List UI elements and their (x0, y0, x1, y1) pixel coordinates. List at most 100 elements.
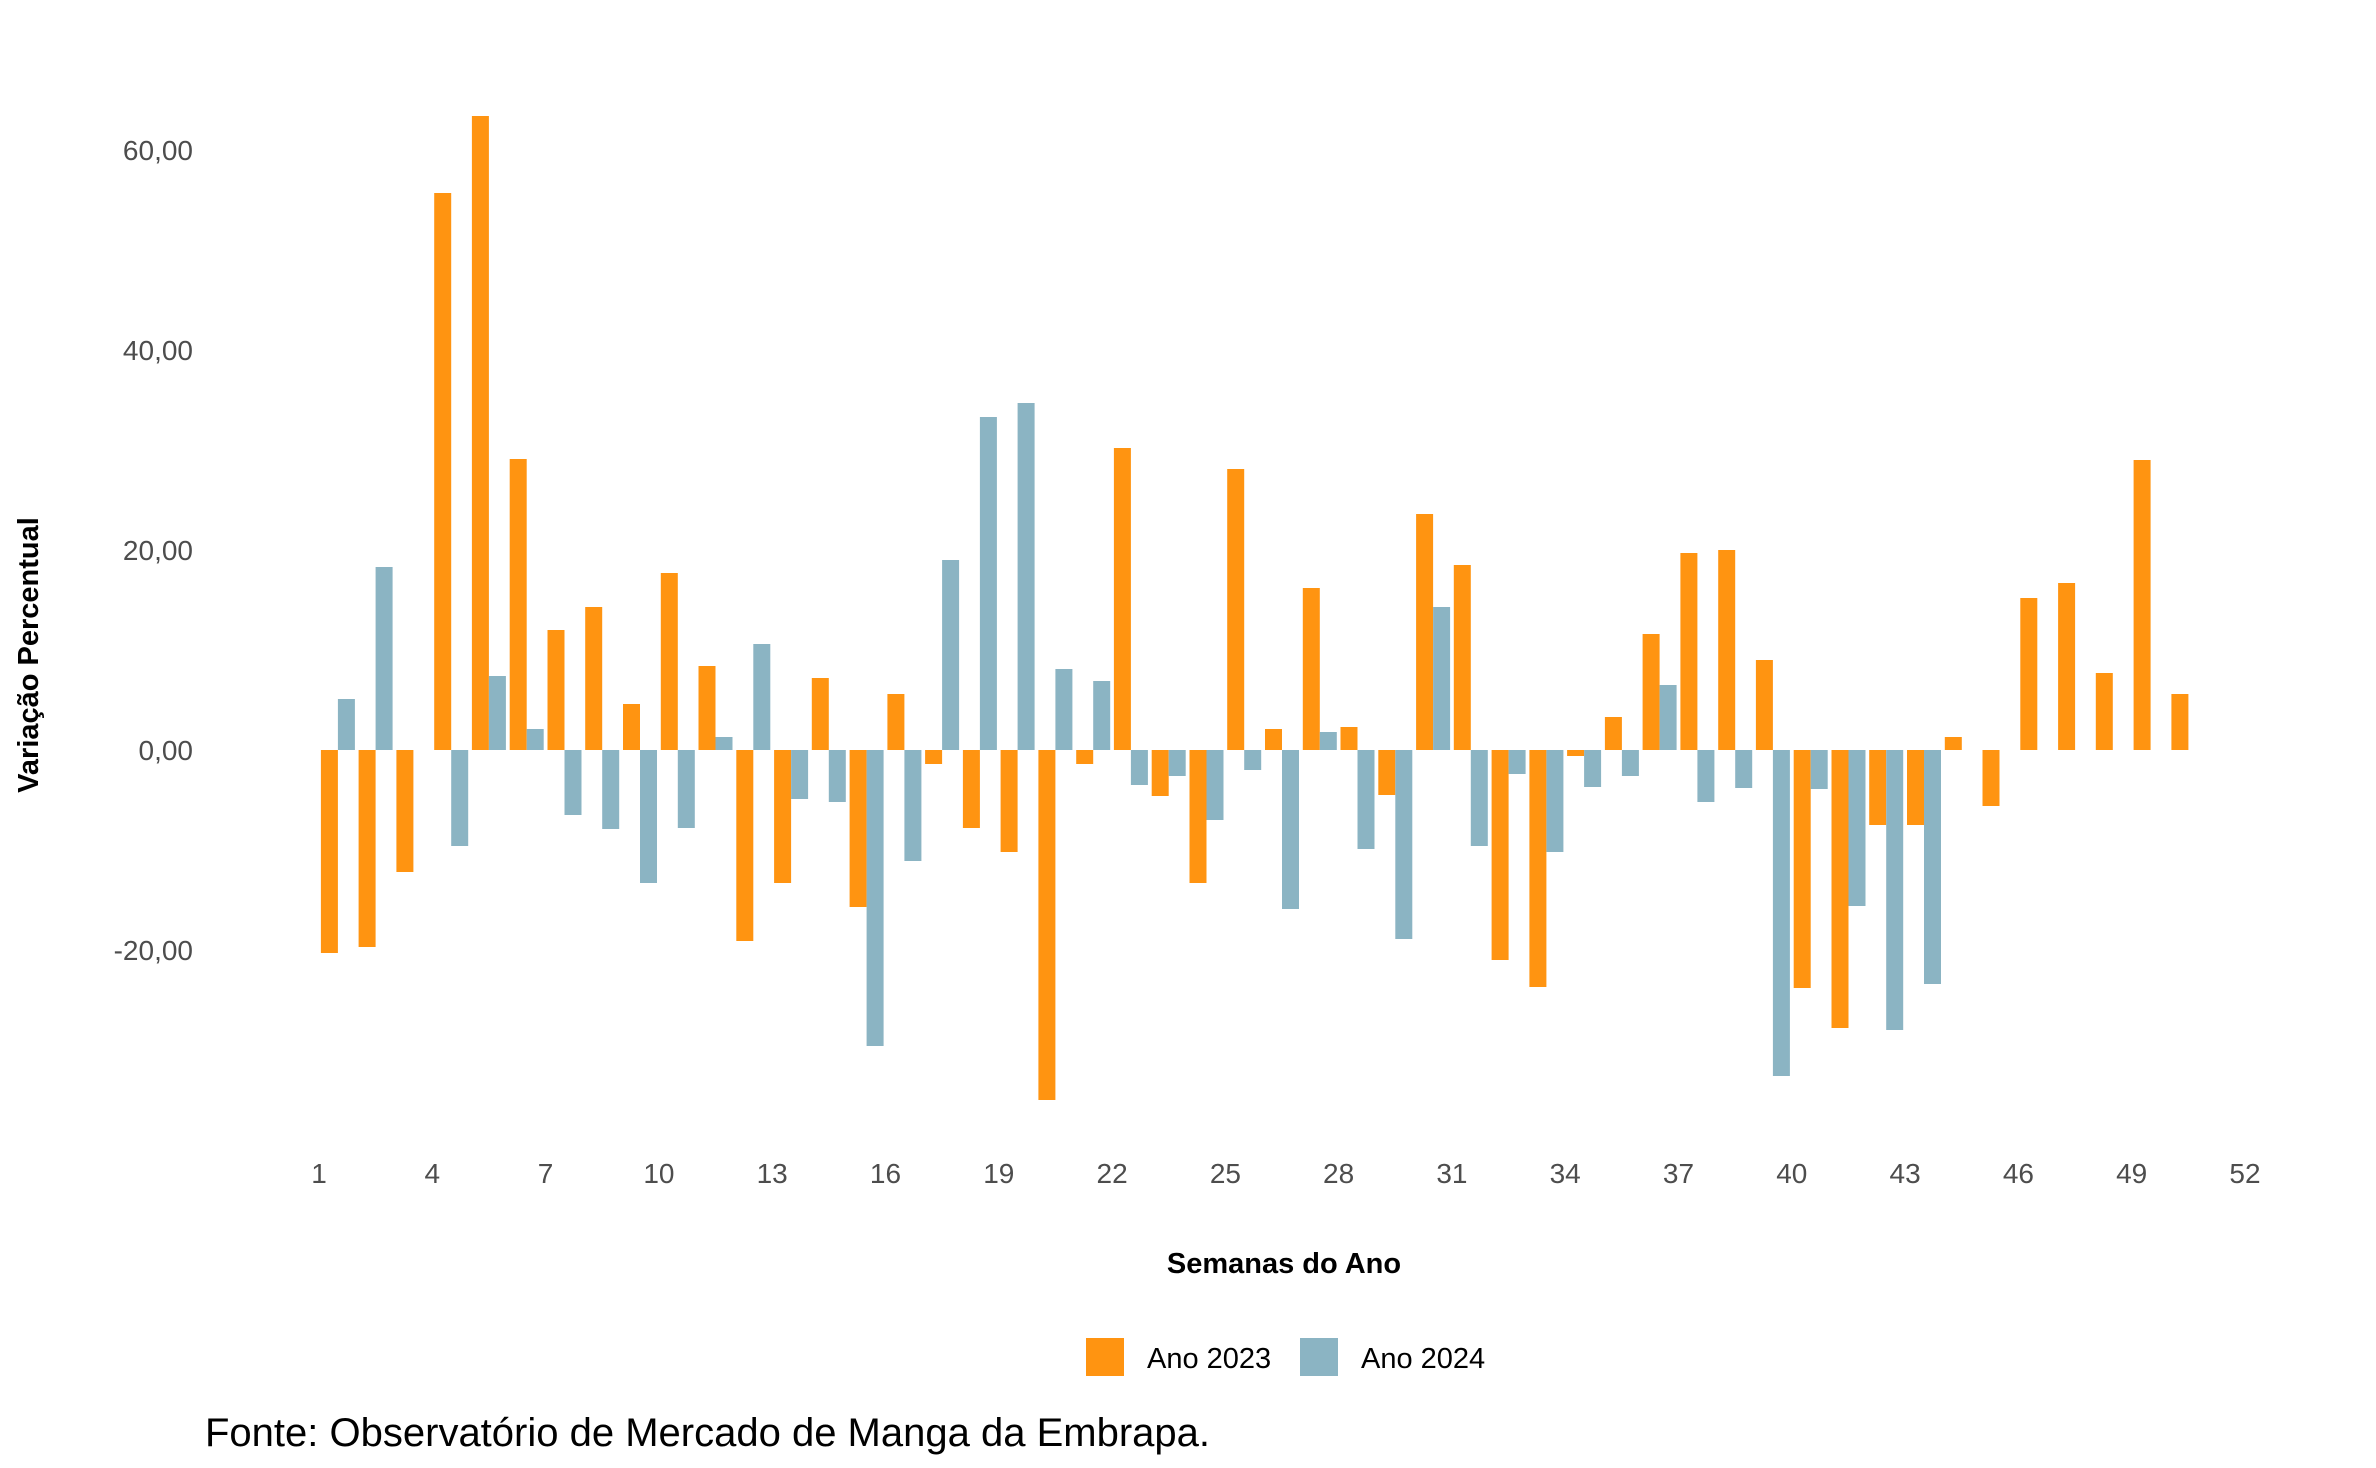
bar-ano-2023-week-20 (1038, 750, 1056, 1100)
bar-ano-2023-week-44 (1944, 737, 1962, 750)
bar-ano-2024-week-10 (677, 750, 695, 828)
x-tick-label: 25 (1210, 1158, 1241, 1189)
bar-ano-2024-week-16 (904, 750, 922, 861)
bar-ano-2024-week-32 (1508, 750, 1526, 774)
bar-ano-2024-week-33 (1546, 750, 1564, 852)
legend: Ano 2023 Ano 2024 (1086, 1338, 1485, 1376)
bar-ano-2024-week-1 (337, 699, 355, 750)
bar-ano-2023-week-45 (1982, 750, 2000, 806)
bar-ano-2024-week-23 (1168, 750, 1186, 776)
x-tick-label: 19 (983, 1158, 1014, 1189)
bar-ano-2023-week-46 (2020, 598, 2038, 750)
bar-ano-2023-week-4 (434, 193, 452, 750)
bar-ano-2023-week-35 (1604, 717, 1622, 750)
bar-ano-2023-week-11 (698, 666, 716, 750)
y-tick-label: 20,00 (123, 535, 193, 566)
bar-ano-2024-week-13 (791, 750, 809, 799)
bar-ano-2024-week-34 (1584, 750, 1602, 787)
bar-ano-2024-week-12 (753, 644, 771, 750)
series-2024-bars (337, 403, 1941, 1076)
bar-ano-2023-week-29 (1378, 750, 1396, 795)
bar-ano-2023-week-22 (1113, 448, 1131, 750)
bar-ano-2023-week-8 (585, 607, 603, 750)
bar-ano-2023-week-23 (1151, 750, 1169, 796)
bar-ano-2024-week-17 (942, 560, 960, 750)
bar-ano-2024-week-15 (866, 750, 884, 1046)
x-tick-label: 10 (643, 1158, 674, 1189)
bar-ano-2024-week-11 (715, 737, 733, 750)
y-axis-ticks: -20,00 0,00 20,00 40,00 60,00 (114, 135, 193, 966)
x-axis-ticks: 1 4 7 10 13 16 19 22 25 28 31 34 37 40 43 46 49 52 (311, 1158, 2260, 1189)
bar-ano-2023-week-18 (962, 750, 980, 828)
bar-ano-2023-week-17 (925, 750, 943, 764)
bar-ano-2024-week-21 (1093, 681, 1111, 750)
bar-ano-2024-week-25 (1244, 750, 1262, 770)
x-tick-label: 1 (311, 1158, 327, 1189)
bar-ano-2023-week-24 (1189, 750, 1207, 883)
bar-ano-2023-week-2 (358, 750, 376, 947)
bar-ano-2024-week-30 (1433, 607, 1451, 750)
y-tick-label: 0,00 (139, 735, 194, 766)
x-tick-label: 52 (2229, 1158, 2260, 1189)
bar-ano-2023-week-39 (1755, 660, 1773, 750)
x-tick-label: 49 (2116, 1158, 2147, 1189)
bar-ano-2023-week-27 (1302, 588, 1320, 750)
x-tick-label: 7 (538, 1158, 554, 1189)
bar-ano-2024-week-38 (1735, 750, 1753, 788)
source-note: Fonte: Observatório de Mercado de Manga … (205, 1411, 1210, 1455)
bar-ano-2023-week-7 (547, 630, 565, 750)
x-tick-label: 16 (870, 1158, 901, 1189)
bar-ano-2023-week-14 (811, 678, 829, 750)
y-tick-label: 40,00 (123, 335, 193, 366)
bar-ano-2024-week-41 (1848, 750, 1866, 906)
bar-ano-2024-week-27 (1319, 732, 1337, 750)
bar-ano-2023-week-48 (2095, 673, 2113, 750)
bar-ano-2023-week-19 (1000, 750, 1018, 852)
bar-ano-2024-week-24 (1206, 750, 1224, 820)
x-tick-label: 4 (425, 1158, 441, 1189)
bar-ano-2023-week-1 (320, 750, 338, 953)
bar-ano-2023-week-15 (849, 750, 867, 907)
bar-ano-2024-week-20 (1055, 669, 1073, 750)
bar-ano-2024-week-6 (526, 729, 544, 750)
x-tick-label: 37 (1663, 1158, 1694, 1189)
bar-ano-2023-week-5 (471, 116, 489, 750)
bar-ano-2024-week-9 (640, 750, 657, 883)
x-tick-label: 43 (1890, 1158, 1921, 1189)
bar-ano-2024-week-22 (1130, 750, 1148, 785)
bar-ano-2023-week-49 (2133, 460, 2151, 750)
bar-ano-2023-week-9 (623, 704, 640, 750)
bar-ano-2023-week-12 (736, 750, 754, 941)
bar-ano-2023-week-3 (396, 750, 414, 872)
bar-ano-2023-week-6 (509, 459, 527, 750)
bar-ano-2023-week-21 (1076, 750, 1094, 764)
bar-ano-2024-week-40 (1810, 750, 1828, 789)
series-2023-bars (320, 116, 2189, 1100)
bar-ano-2024-week-37 (1697, 750, 1715, 802)
bar-ano-2024-week-8 (602, 750, 620, 829)
bar-ano-2023-week-43 (1907, 750, 1924, 825)
bar-ano-2023-week-47 (2058, 583, 2076, 750)
bar-ano-2024-week-28 (1357, 750, 1375, 849)
bar-ano-2024-week-42 (1886, 750, 1904, 1030)
legend-label-2023: Ano 2023 (1147, 1343, 1271, 1375)
x-tick-label: 40 (1776, 1158, 1807, 1189)
bar-ano-2023-week-31 (1453, 565, 1471, 750)
x-tick-label: 28 (1323, 1158, 1354, 1189)
bar-ano-2023-week-26 (1265, 729, 1282, 750)
bar-ano-2023-week-30 (1416, 514, 1434, 750)
bar-ano-2024-week-2 (375, 567, 393, 750)
bar-ano-2024-week-19 (1017, 403, 1035, 750)
bar-ano-2023-week-36 (1642, 634, 1660, 750)
bar-ano-2023-week-41 (1831, 750, 1849, 1028)
legend-swatch-2023 (1086, 1338, 1124, 1376)
bar-ano-2023-week-16 (887, 694, 905, 750)
bar-ano-2024-week-5 (488, 676, 506, 750)
legend-swatch-2024 (1300, 1338, 1338, 1376)
bar-ano-2024-week-14 (828, 750, 846, 802)
y-tick-label: 60,00 (123, 135, 193, 166)
bar-ano-2024-week-31 (1470, 750, 1488, 846)
bar-ano-2023-week-37 (1680, 553, 1698, 750)
x-tick-label: 34 (1550, 1158, 1581, 1189)
x-tick-label: 22 (1097, 1158, 1128, 1189)
